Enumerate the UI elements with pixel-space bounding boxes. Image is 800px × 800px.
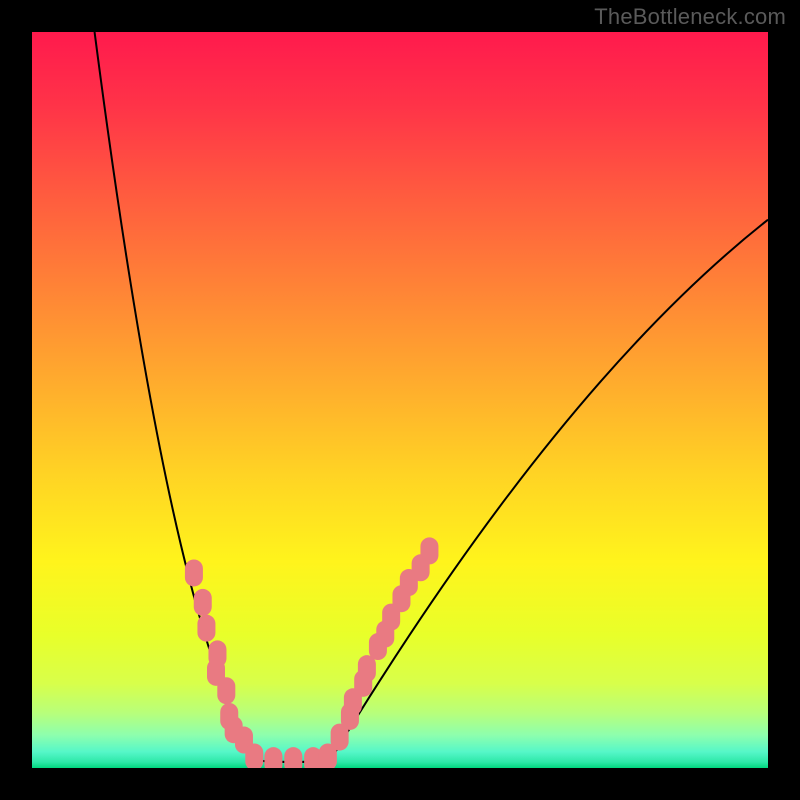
bottleneck-curve-chart	[0, 0, 800, 800]
plot-background-gradient	[32, 32, 768, 768]
watermark-label: TheBottleneck.com	[594, 4, 786, 30]
curve-marker	[197, 615, 215, 642]
curve-marker	[185, 559, 203, 586]
chart-root: TheBottleneck.com	[0, 0, 800, 800]
curve-marker	[194, 589, 212, 616]
curve-marker	[217, 677, 235, 704]
curve-marker	[420, 537, 438, 564]
curve-marker	[245, 743, 263, 770]
curve-marker	[358, 655, 376, 682]
